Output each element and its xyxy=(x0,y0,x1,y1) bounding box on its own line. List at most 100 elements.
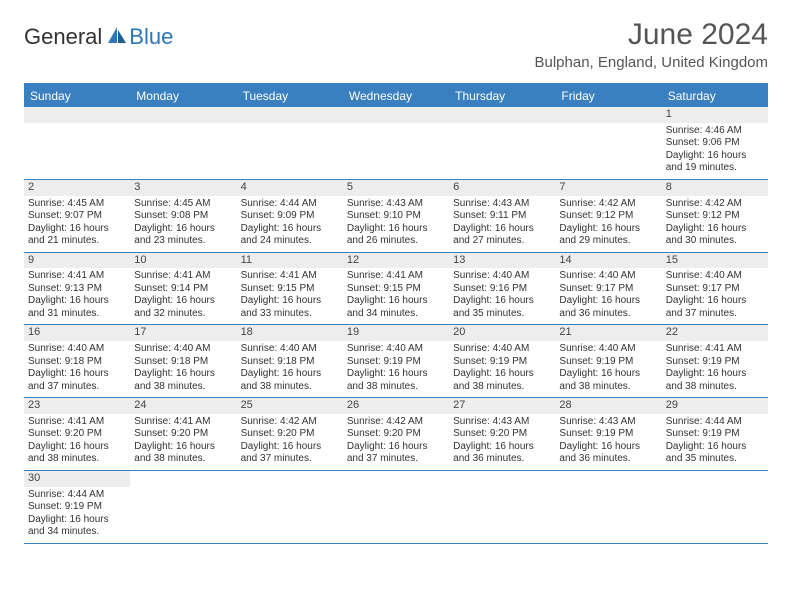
day-cell xyxy=(24,107,130,179)
day-number: 15 xyxy=(662,253,768,269)
daylight-line: Daylight: 16 hours and 38 minutes. xyxy=(347,368,445,393)
dow-cell: Friday xyxy=(555,85,661,107)
day-number: 22 xyxy=(662,325,768,341)
sunrise-line: Sunrise: 4:44 AM xyxy=(241,198,339,211)
sunset-line: Sunset: 9:12 PM xyxy=(559,210,657,223)
day-number xyxy=(24,107,130,123)
day-number: 24 xyxy=(130,398,236,414)
daylight-line: Daylight: 16 hours and 33 minutes. xyxy=(241,295,339,320)
sunset-line: Sunset: 9:16 PM xyxy=(453,283,551,296)
sunrise-line: Sunrise: 4:44 AM xyxy=(28,489,126,502)
day-cell xyxy=(237,471,343,543)
sunrise-line: Sunrise: 4:40 AM xyxy=(453,343,551,356)
day-number: 27 xyxy=(449,398,555,414)
day-cell: 12Sunrise: 4:41 AMSunset: 9:15 PMDayligh… xyxy=(343,253,449,325)
logo-text-blue: Blue xyxy=(129,24,173,50)
day-number: 16 xyxy=(24,325,130,341)
day-cell xyxy=(343,107,449,179)
daylight-line: Daylight: 16 hours and 35 minutes. xyxy=(453,295,551,320)
day-cell: 18Sunrise: 4:40 AMSunset: 9:18 PMDayligh… xyxy=(237,325,343,397)
week-row: 2Sunrise: 4:45 AMSunset: 9:07 PMDaylight… xyxy=(24,180,768,253)
daylight-line: Daylight: 16 hours and 26 minutes. xyxy=(347,223,445,248)
sunrise-line: Sunrise: 4:43 AM xyxy=(347,198,445,211)
daylight-line: Daylight: 16 hours and 38 minutes. xyxy=(666,368,764,393)
sunset-line: Sunset: 9:17 PM xyxy=(666,283,764,296)
sunrise-line: Sunrise: 4:41 AM xyxy=(28,416,126,429)
logo: General Blue xyxy=(24,24,173,50)
day-cell: 6Sunrise: 4:43 AMSunset: 9:11 PMDaylight… xyxy=(449,180,555,252)
daylight-line: Daylight: 16 hours and 38 minutes. xyxy=(134,441,232,466)
sunset-line: Sunset: 9:20 PM xyxy=(347,428,445,441)
sunrise-line: Sunrise: 4:42 AM xyxy=(241,416,339,429)
day-number: 8 xyxy=(662,180,768,196)
sunrise-line: Sunrise: 4:43 AM xyxy=(453,416,551,429)
day-cell: 20Sunrise: 4:40 AMSunset: 9:19 PMDayligh… xyxy=(449,325,555,397)
day-cell: 14Sunrise: 4:40 AMSunset: 9:17 PMDayligh… xyxy=(555,253,661,325)
day-cell: 8Sunrise: 4:42 AMSunset: 9:12 PMDaylight… xyxy=(662,180,768,252)
sunrise-line: Sunrise: 4:40 AM xyxy=(347,343,445,356)
day-number: 21 xyxy=(555,325,661,341)
day-number: 3 xyxy=(130,180,236,196)
day-cell: 19Sunrise: 4:40 AMSunset: 9:19 PMDayligh… xyxy=(343,325,449,397)
sunset-line: Sunset: 9:19 PM xyxy=(666,356,764,369)
daylight-line: Daylight: 16 hours and 37 minutes. xyxy=(347,441,445,466)
daylight-line: Daylight: 16 hours and 35 minutes. xyxy=(666,441,764,466)
sunrise-line: Sunrise: 4:41 AM xyxy=(347,270,445,283)
day-cell: 1Sunrise: 4:46 AMSunset: 9:06 PMDaylight… xyxy=(662,107,768,179)
sunset-line: Sunset: 9:19 PM xyxy=(559,356,657,369)
sunset-line: Sunset: 9:18 PM xyxy=(134,356,232,369)
day-number: 14 xyxy=(555,253,661,269)
day-number: 17 xyxy=(130,325,236,341)
day-cell xyxy=(343,471,449,543)
month-title: June 2024 xyxy=(535,18,769,52)
day-cell: 5Sunrise: 4:43 AMSunset: 9:10 PMDaylight… xyxy=(343,180,449,252)
dow-cell: Saturday xyxy=(662,85,768,107)
sunset-line: Sunset: 9:19 PM xyxy=(28,501,126,514)
sunrise-line: Sunrise: 4:41 AM xyxy=(134,416,232,429)
day-number: 30 xyxy=(24,471,130,487)
daylight-line: Daylight: 16 hours and 24 minutes. xyxy=(241,223,339,248)
sunrise-line: Sunrise: 4:41 AM xyxy=(134,270,232,283)
day-cell: 23Sunrise: 4:41 AMSunset: 9:20 PMDayligh… xyxy=(24,398,130,470)
day-number: 25 xyxy=(237,398,343,414)
daylight-line: Daylight: 16 hours and 31 minutes. xyxy=(28,295,126,320)
location-subtitle: Bulphan, England, United Kingdom xyxy=(535,54,769,71)
day-cell: 28Sunrise: 4:43 AMSunset: 9:19 PMDayligh… xyxy=(555,398,661,470)
day-number: 20 xyxy=(449,325,555,341)
day-cell xyxy=(130,107,236,179)
day-cell: 10Sunrise: 4:41 AMSunset: 9:14 PMDayligh… xyxy=(130,253,236,325)
day-cell: 16Sunrise: 4:40 AMSunset: 9:18 PMDayligh… xyxy=(24,325,130,397)
sunset-line: Sunset: 9:15 PM xyxy=(347,283,445,296)
sunrise-line: Sunrise: 4:40 AM xyxy=(134,343,232,356)
day-cell: 3Sunrise: 4:45 AMSunset: 9:08 PMDaylight… xyxy=(130,180,236,252)
sunrise-line: Sunrise: 4:41 AM xyxy=(28,270,126,283)
sunset-line: Sunset: 9:20 PM xyxy=(134,428,232,441)
day-number: 13 xyxy=(449,253,555,269)
daylight-line: Daylight: 16 hours and 19 minutes. xyxy=(666,150,764,175)
day-number: 18 xyxy=(237,325,343,341)
sunset-line: Sunset: 9:09 PM xyxy=(241,210,339,223)
daylight-line: Daylight: 16 hours and 27 minutes. xyxy=(453,223,551,248)
day-number: 26 xyxy=(343,398,449,414)
day-cell: 29Sunrise: 4:44 AMSunset: 9:19 PMDayligh… xyxy=(662,398,768,470)
day-cell xyxy=(449,107,555,179)
day-cell xyxy=(555,471,661,543)
daylight-line: Daylight: 16 hours and 38 minutes. xyxy=(241,368,339,393)
day-cell: 22Sunrise: 4:41 AMSunset: 9:19 PMDayligh… xyxy=(662,325,768,397)
week-row: 1Sunrise: 4:46 AMSunset: 9:06 PMDaylight… xyxy=(24,107,768,180)
dow-cell: Monday xyxy=(130,85,236,107)
day-number xyxy=(237,107,343,123)
day-number xyxy=(449,107,555,123)
dow-cell: Thursday xyxy=(449,85,555,107)
day-number: 19 xyxy=(343,325,449,341)
daylight-line: Daylight: 16 hours and 38 minutes. xyxy=(559,368,657,393)
week-row: 23Sunrise: 4:41 AMSunset: 9:20 PMDayligh… xyxy=(24,398,768,471)
sunset-line: Sunset: 9:15 PM xyxy=(241,283,339,296)
day-cell: 4Sunrise: 4:44 AMSunset: 9:09 PMDaylight… xyxy=(237,180,343,252)
day-cell xyxy=(130,471,236,543)
daylight-line: Daylight: 16 hours and 37 minutes. xyxy=(666,295,764,320)
day-number: 6 xyxy=(449,180,555,196)
sunset-line: Sunset: 9:07 PM xyxy=(28,210,126,223)
sunset-line: Sunset: 9:13 PM xyxy=(28,283,126,296)
sunset-line: Sunset: 9:08 PM xyxy=(134,210,232,223)
